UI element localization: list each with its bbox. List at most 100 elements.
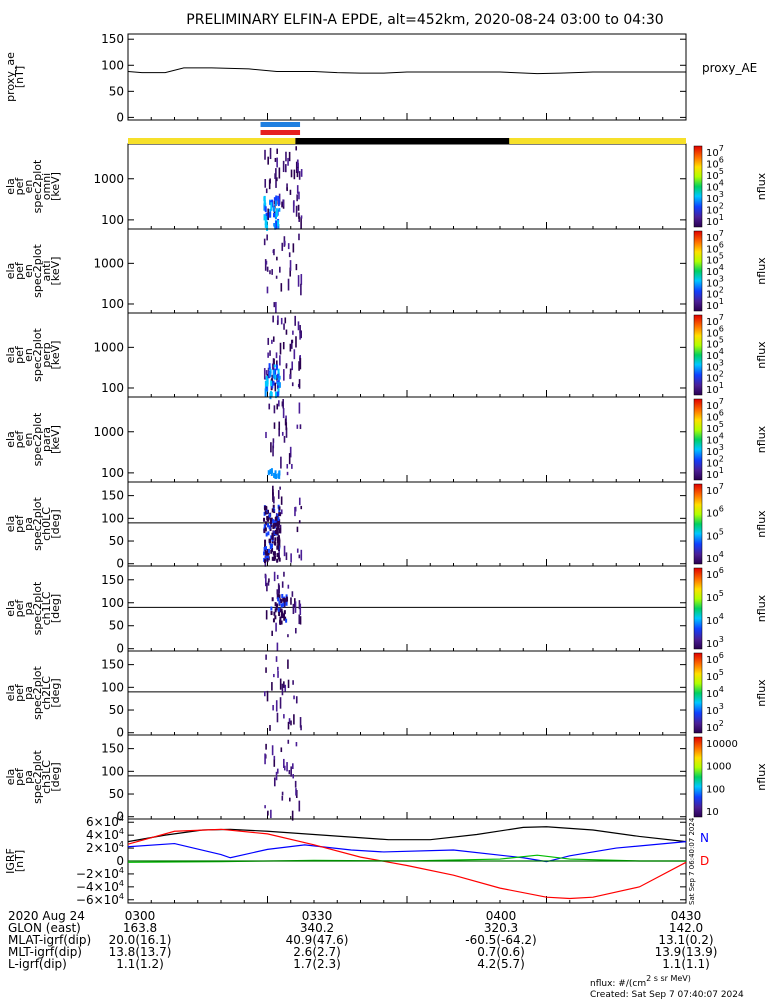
footer-value: 40.9(47.6) xyxy=(286,933,349,947)
spectrogram-marks xyxy=(263,654,302,731)
colorbar-tick-label: 103 xyxy=(706,635,724,650)
y-tick-label: 50 xyxy=(109,787,124,801)
colorbar-tick-label: 103 xyxy=(706,190,724,205)
colorbar-label: nflux xyxy=(755,594,768,622)
y-tick-label: 1000 xyxy=(93,425,124,439)
y-axis-label: perp xyxy=(40,342,53,367)
spectrogram-marks xyxy=(263,485,303,567)
y-axis-label: proxy_ae xyxy=(4,52,17,102)
y-tick-label: 100 xyxy=(101,596,124,610)
y-tick-label: 150 xyxy=(101,489,124,503)
y-axis-label: ch2LC xyxy=(40,676,53,710)
y-axis-label: spec2plot xyxy=(31,328,44,382)
panel-ch0LC: 150100500elapefpaspec2plotch0LC[deg]1071… xyxy=(4,481,768,571)
y-tick-label: 0 xyxy=(116,810,124,824)
y-axis-label: [keV] xyxy=(49,341,62,370)
y-tick-label: 100 xyxy=(101,466,124,480)
colorbar-tick-label: 102 xyxy=(706,719,724,734)
proxy-ae-line xyxy=(127,67,686,75)
y-tick-label: 4×104 xyxy=(86,827,124,842)
footer-row-label: MLAT-igrf(dip) xyxy=(8,933,91,947)
colorbar-tick-label: 10 xyxy=(706,807,719,818)
colorbar-tick-label: 104 xyxy=(706,432,724,447)
panel-anti: 1000100elapefenspec2plotanti[keV]1071061… xyxy=(4,228,768,314)
y-tick-label: 1000 xyxy=(93,256,124,270)
y-axis-label: ela xyxy=(4,516,17,533)
science-interval-bar xyxy=(260,130,301,135)
colorbar-tick-label: 107 xyxy=(706,397,724,412)
y-axis-label: [deg] xyxy=(49,762,62,791)
legend-proxy-ae: proxy_AE xyxy=(702,61,757,75)
y-tick-label: 100 xyxy=(101,511,124,525)
footer-value: 13.1(0.2) xyxy=(658,933,713,947)
colorbar-tick-label: 102 xyxy=(706,286,724,301)
y-axis-label: pa xyxy=(22,517,35,531)
colorbar-tick-label: 106 xyxy=(706,156,724,171)
footer-value: 320.3 xyxy=(484,921,518,935)
panel-ch2LC: 150100500elapefpaspec2plotch2LC[deg]1061… xyxy=(4,650,768,740)
y-axis-label: pef xyxy=(13,345,26,364)
footer-row-label: MLT-igrf(dip) xyxy=(8,945,82,959)
colorbar-tick-label: 103 xyxy=(706,274,724,289)
footer-layer: 2020 Aug 24 0300 0330 0400 0430 GLON (east) 16… xyxy=(8,909,744,1000)
y-axis-label: spec2plot xyxy=(31,666,44,720)
y-axis-label: [deg] xyxy=(49,509,62,538)
footer-value: 1.1(1.1) xyxy=(662,957,710,971)
y-axis-label: ela xyxy=(4,685,17,702)
footer-value: 13.8(13.7) xyxy=(109,945,172,959)
colorbar-tick-label: 106 xyxy=(706,324,724,339)
footer-value: 1.1(1.2) xyxy=(116,957,164,971)
footer-value: 340.2 xyxy=(300,921,334,935)
colorbar-label: nflux xyxy=(755,257,768,285)
y-tick-label: 150 xyxy=(101,658,124,672)
colorbar-tick-label: 103 xyxy=(706,702,724,717)
colorbar-tick-label: 105 xyxy=(706,527,724,542)
colorbar-tick-label: 105 xyxy=(706,167,724,182)
y-tick-label: 100 xyxy=(101,213,124,227)
colorbar-gradient xyxy=(693,736,703,818)
colorbar-tick-label: 106 xyxy=(706,505,724,520)
panel-frame xyxy=(127,396,687,483)
y-tick-label: 0 xyxy=(116,557,124,571)
colorbar-label: nflux xyxy=(755,341,768,369)
created-timestamp: Created: Sat Sep 7 07:40:07 2024 xyxy=(590,990,744,1000)
y-axis-label: ela xyxy=(4,263,17,280)
footer-value: -60.5(-64.2) xyxy=(465,933,536,947)
y-axis-label: spec2plot xyxy=(31,159,44,213)
colorbar-gradient xyxy=(693,483,703,565)
y-axis-label: pa xyxy=(22,602,35,616)
y-axis-label: en xyxy=(22,348,35,362)
colorbar-label: nflux xyxy=(755,510,768,538)
colorbar: 10000 1000 100 10 nflux xyxy=(693,736,768,818)
panel-frame xyxy=(127,228,687,314)
colorbar: 107 106 105 104 nflux xyxy=(693,482,768,565)
y-tick-label: 100 xyxy=(101,297,124,311)
colorbar-gradient xyxy=(693,314,703,396)
y-axis-label: pa xyxy=(22,686,35,700)
y-tick-label: 0 xyxy=(116,110,124,124)
legend-igrf-D: D xyxy=(700,854,709,868)
y-axis-label: pef xyxy=(13,514,26,533)
y-axis-label: [nT] xyxy=(13,66,26,88)
y-tick-label: −2×104 xyxy=(76,866,124,881)
spectrogram-marks xyxy=(264,571,302,651)
y-axis-label: pef xyxy=(13,767,26,786)
colorbar-gradient xyxy=(693,567,703,650)
igrf-series-line xyxy=(127,826,687,843)
y-tick-label: 1000 xyxy=(93,340,124,354)
spectrogram-marks xyxy=(263,233,303,313)
y-axis-label: [keV] xyxy=(49,425,62,454)
panel-para: 1000100elapefenspec2plotpara[keV]1071061… xyxy=(4,396,768,483)
y-axis-label: spec2plot xyxy=(31,750,44,804)
orbit-bar-segment xyxy=(295,138,510,144)
colorbar-tick-label: 105 xyxy=(706,668,724,683)
y-tick-label: 50 xyxy=(109,619,124,633)
panel-perp: 1000100elapefenspec2plotperp[keV]1071061… xyxy=(4,312,768,400)
spectrogram-marks xyxy=(265,399,302,479)
colorbar-label: nflux xyxy=(755,172,768,200)
y-tick-label: 100 xyxy=(101,58,124,72)
y-axis-label: anti xyxy=(40,260,53,281)
